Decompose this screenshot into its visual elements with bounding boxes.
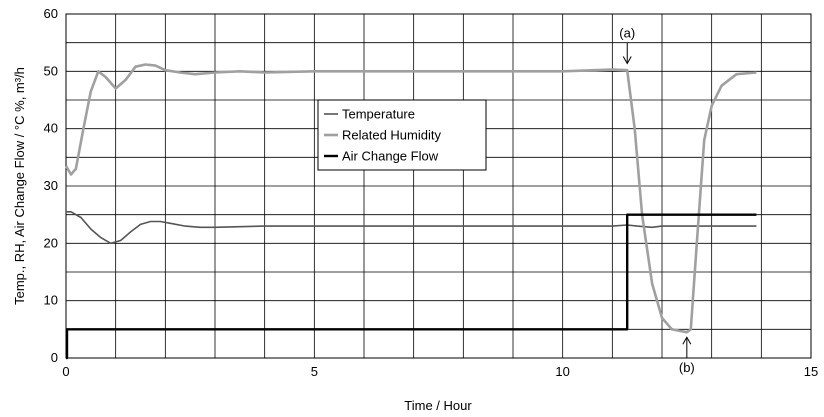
legend: Temperature Related Humidity Air Change Fl… (317, 99, 487, 171)
legend-label: Air Change Flow (342, 149, 439, 164)
x-tick-label: 0 (62, 364, 69, 379)
plot-area-border (65, 13, 812, 359)
annotation-label: (b) (679, 360, 695, 375)
y-tick-label: 0 (51, 350, 58, 365)
annotation-arrowhead (622, 56, 632, 65)
annotations: (a) (b) (619, 25, 694, 375)
x-tick-label: 10 (555, 364, 569, 379)
y-tick-label: 20 (44, 235, 58, 250)
series-line-temperature (66, 211, 757, 245)
legend-label: Temperature (342, 107, 415, 122)
series-layer (64, 63, 757, 360)
x-tick-label: 15 (804, 364, 818, 379)
annotation-label: (a) (619, 25, 635, 40)
annotation-arrowhead (682, 336, 692, 345)
series-line-related-humidity (64, 63, 757, 334)
y-tick-label: 40 (44, 121, 58, 136)
tick-labels: 0 5 10 15 0 10 20 30 40 50 60 (44, 6, 819, 379)
y-tick-label: 50 (44, 63, 58, 78)
y-axis-title: Temp., RH, Air Change Flow / °C %, m³/h (12, 67, 27, 305)
x-axis-title: Time / Hour (404, 398, 472, 413)
y-tick-label: 30 (44, 178, 58, 193)
legend-box (317, 99, 487, 171)
legend-label: Related Humidity (342, 128, 441, 143)
series-line-air-change-flow (65, 213, 757, 360)
y-tick-label: 60 (44, 6, 58, 21)
y-tick-label: 10 (44, 293, 58, 308)
x-tick-label: 5 (311, 364, 318, 379)
